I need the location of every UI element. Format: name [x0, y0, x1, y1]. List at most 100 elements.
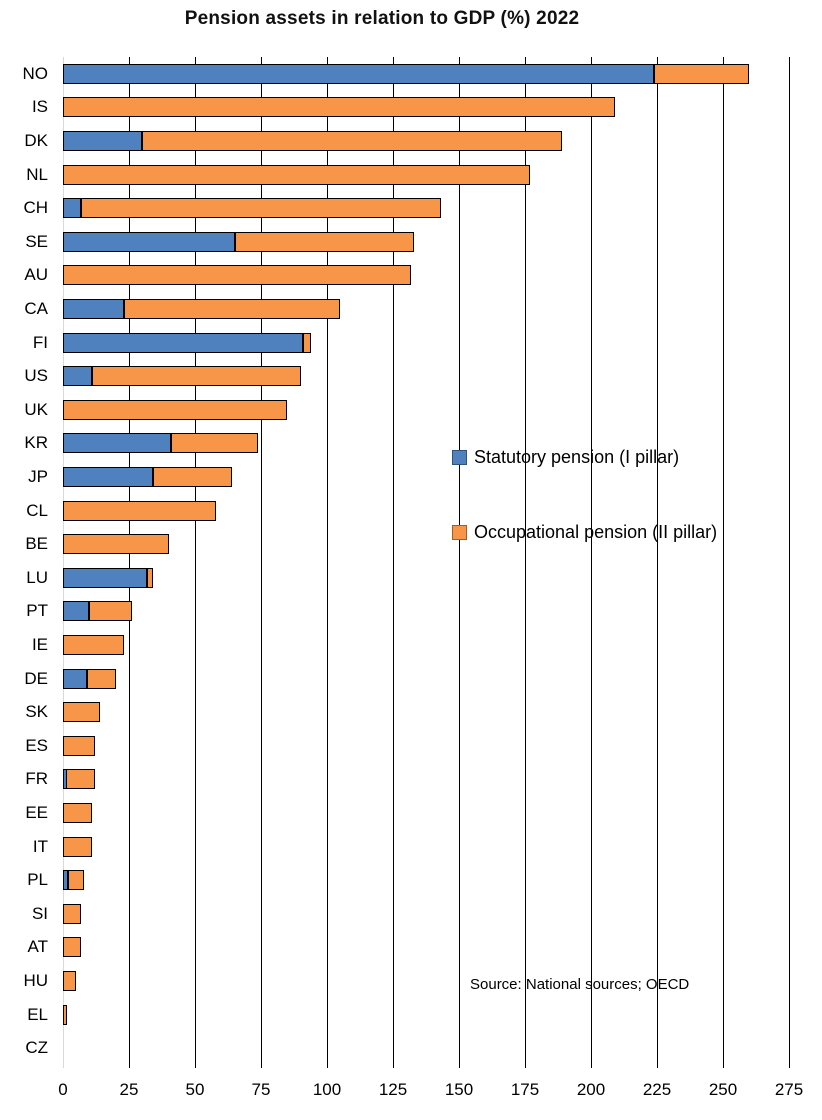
y-axis-label-UK: UK	[24, 399, 48, 419]
bar-NO-statutory	[63, 63, 655, 84]
x-tick-label-25: 25	[119, 1080, 139, 1099]
bar-KR-statutory	[63, 433, 172, 454]
chart-title: Pension assets in relation to GDP (%) 20…	[184, 8, 580, 29]
bar-AU-occupational	[63, 265, 412, 286]
x-tick-label-75: 75	[251, 1080, 271, 1099]
y-axis-label-DK: DK	[24, 131, 48, 150]
y-axis-label-SK: SK	[25, 702, 48, 722]
bar-EL-occupational	[63, 1004, 67, 1025]
y-axis-label-IT: IT	[32, 836, 48, 856]
bar-UK-occupational	[63, 399, 288, 420]
bar-PL-occupational	[68, 870, 85, 891]
y-axis-label-DE: DE	[24, 668, 48, 688]
x-tick-label-175: 175	[510, 1080, 540, 1099]
y-axis-label-BE: BE	[25, 534, 48, 554]
bar-FI-statutory	[63, 332, 304, 353]
bar-DK-statutory	[63, 131, 143, 151]
bar-IT-occupational	[63, 836, 93, 857]
y-axis-label-NO: NO	[22, 63, 49, 83]
y-axis-label-KR: KR	[24, 433, 48, 453]
y-axis-label-PT: PT	[26, 601, 48, 621]
y-axis-label-ES: ES	[25, 735, 48, 755]
gridline-100	[326, 57, 328, 1068]
bar-IS-occupational	[63, 97, 615, 118]
y-axis-label-EE: EE	[25, 803, 48, 822]
y-axis-label-CH: CH	[23, 198, 48, 218]
legend-item-occupational: Occupational pension (II pillar)	[452, 522, 717, 543]
gridline-250	[722, 57, 724, 1068]
bar-LU-occupational	[147, 567, 153, 588]
bar-SK-occupational	[63, 702, 100, 723]
gridline-25	[128, 57, 130, 1068]
bar-PT-statutory	[63, 601, 90, 622]
bar-NL-occupational	[63, 164, 531, 185]
bar-ES-occupational	[63, 735, 95, 756]
y-axis-label-CA: CA	[24, 299, 48, 318]
bar-US-statutory	[63, 366, 93, 387]
y-axis-label-IE: IE	[31, 635, 48, 654]
y-axis-label-SE: SE	[25, 231, 48, 251]
x-tick-label-150: 150	[444, 1080, 474, 1099]
y-axis-label-FR: FR	[25, 769, 48, 789]
y-axis-label-JP: JP	[28, 467, 48, 486]
x-tick-label-100: 100	[312, 1080, 342, 1099]
bar-CH-statutory	[63, 198, 82, 219]
gridline-200	[590, 57, 592, 1068]
y-axis-label-CL: CL	[26, 500, 48, 520]
bar-PT-occupational	[89, 601, 132, 622]
y-axis-label-CZ: CZ	[25, 1038, 48, 1058]
bar-KR-occupational	[171, 433, 259, 454]
bar-SE-occupational	[234, 231, 415, 252]
gridline-275	[788, 57, 790, 1068]
gridline-50	[194, 57, 196, 1068]
y-axis-label-PL: PL	[27, 870, 48, 890]
x-tick-label-250: 250	[708, 1080, 738, 1099]
bar-DE-occupational	[86, 668, 116, 689]
bar-IE-occupational	[63, 635, 124, 655]
bar-EE-occupational	[63, 803, 93, 823]
bar-AT-occupational	[63, 937, 82, 958]
source-note: Source: National sources; OECD	[470, 976, 690, 993]
y-axis-label-HU: HU	[23, 971, 48, 990]
y-axis-label-IS: IS	[31, 97, 48, 117]
bar-CA-occupational	[123, 299, 341, 319]
legend-swatch-occupational	[452, 525, 467, 540]
bar-NO-occupational	[654, 63, 750, 84]
bar-DK-occupational	[142, 131, 562, 151]
x-tick-label-50: 50	[185, 1080, 205, 1099]
gridline-225	[656, 57, 658, 1068]
gridline-125	[392, 57, 394, 1068]
gridline-75	[260, 57, 262, 1068]
x-tick-label-200: 200	[576, 1080, 606, 1099]
bar-PL-statutory	[63, 870, 69, 891]
y-axis-label-US: US	[24, 366, 48, 386]
y-axis-line	[62, 57, 64, 1068]
bar-HU-occupational	[63, 971, 77, 991]
bar-SI-occupational	[63, 903, 82, 924]
bar-LU-statutory	[63, 567, 148, 588]
y-axis-label-FI: FI	[32, 332, 48, 352]
bar-CH-occupational	[81, 198, 441, 219]
legend-swatch-statutory	[452, 450, 467, 465]
bar-CA-statutory	[63, 299, 124, 319]
bar-CL-occupational	[63, 500, 217, 521]
bar-BE-occupational	[63, 534, 169, 555]
y-axis-label-NL: NL	[26, 164, 48, 184]
y-axis-label-LU: LU	[26, 567, 48, 587]
y-axis-label-SI: SI	[31, 903, 48, 923]
bar-DE-statutory	[63, 668, 87, 689]
x-tick-label-225: 225	[642, 1080, 672, 1099]
x-tick-label-125: 125	[378, 1080, 408, 1099]
bar-SE-statutory	[63, 231, 235, 252]
gridline-150	[458, 57, 460, 1068]
x-tick-label-0: 0	[58, 1080, 68, 1099]
gridline-175	[524, 57, 526, 1068]
bar-FR-occupational	[65, 769, 95, 790]
legend-label-occupational: Occupational pension (II pillar)	[474, 522, 718, 542]
y-axis-label-AU: AU	[24, 265, 48, 285]
bar-FI-occupational	[303, 332, 312, 353]
x-tick-label-275: 275	[774, 1080, 804, 1099]
legend-item-statutory: Statutory pension (I pillar)	[452, 447, 679, 468]
bar-JP-statutory	[63, 467, 153, 487]
